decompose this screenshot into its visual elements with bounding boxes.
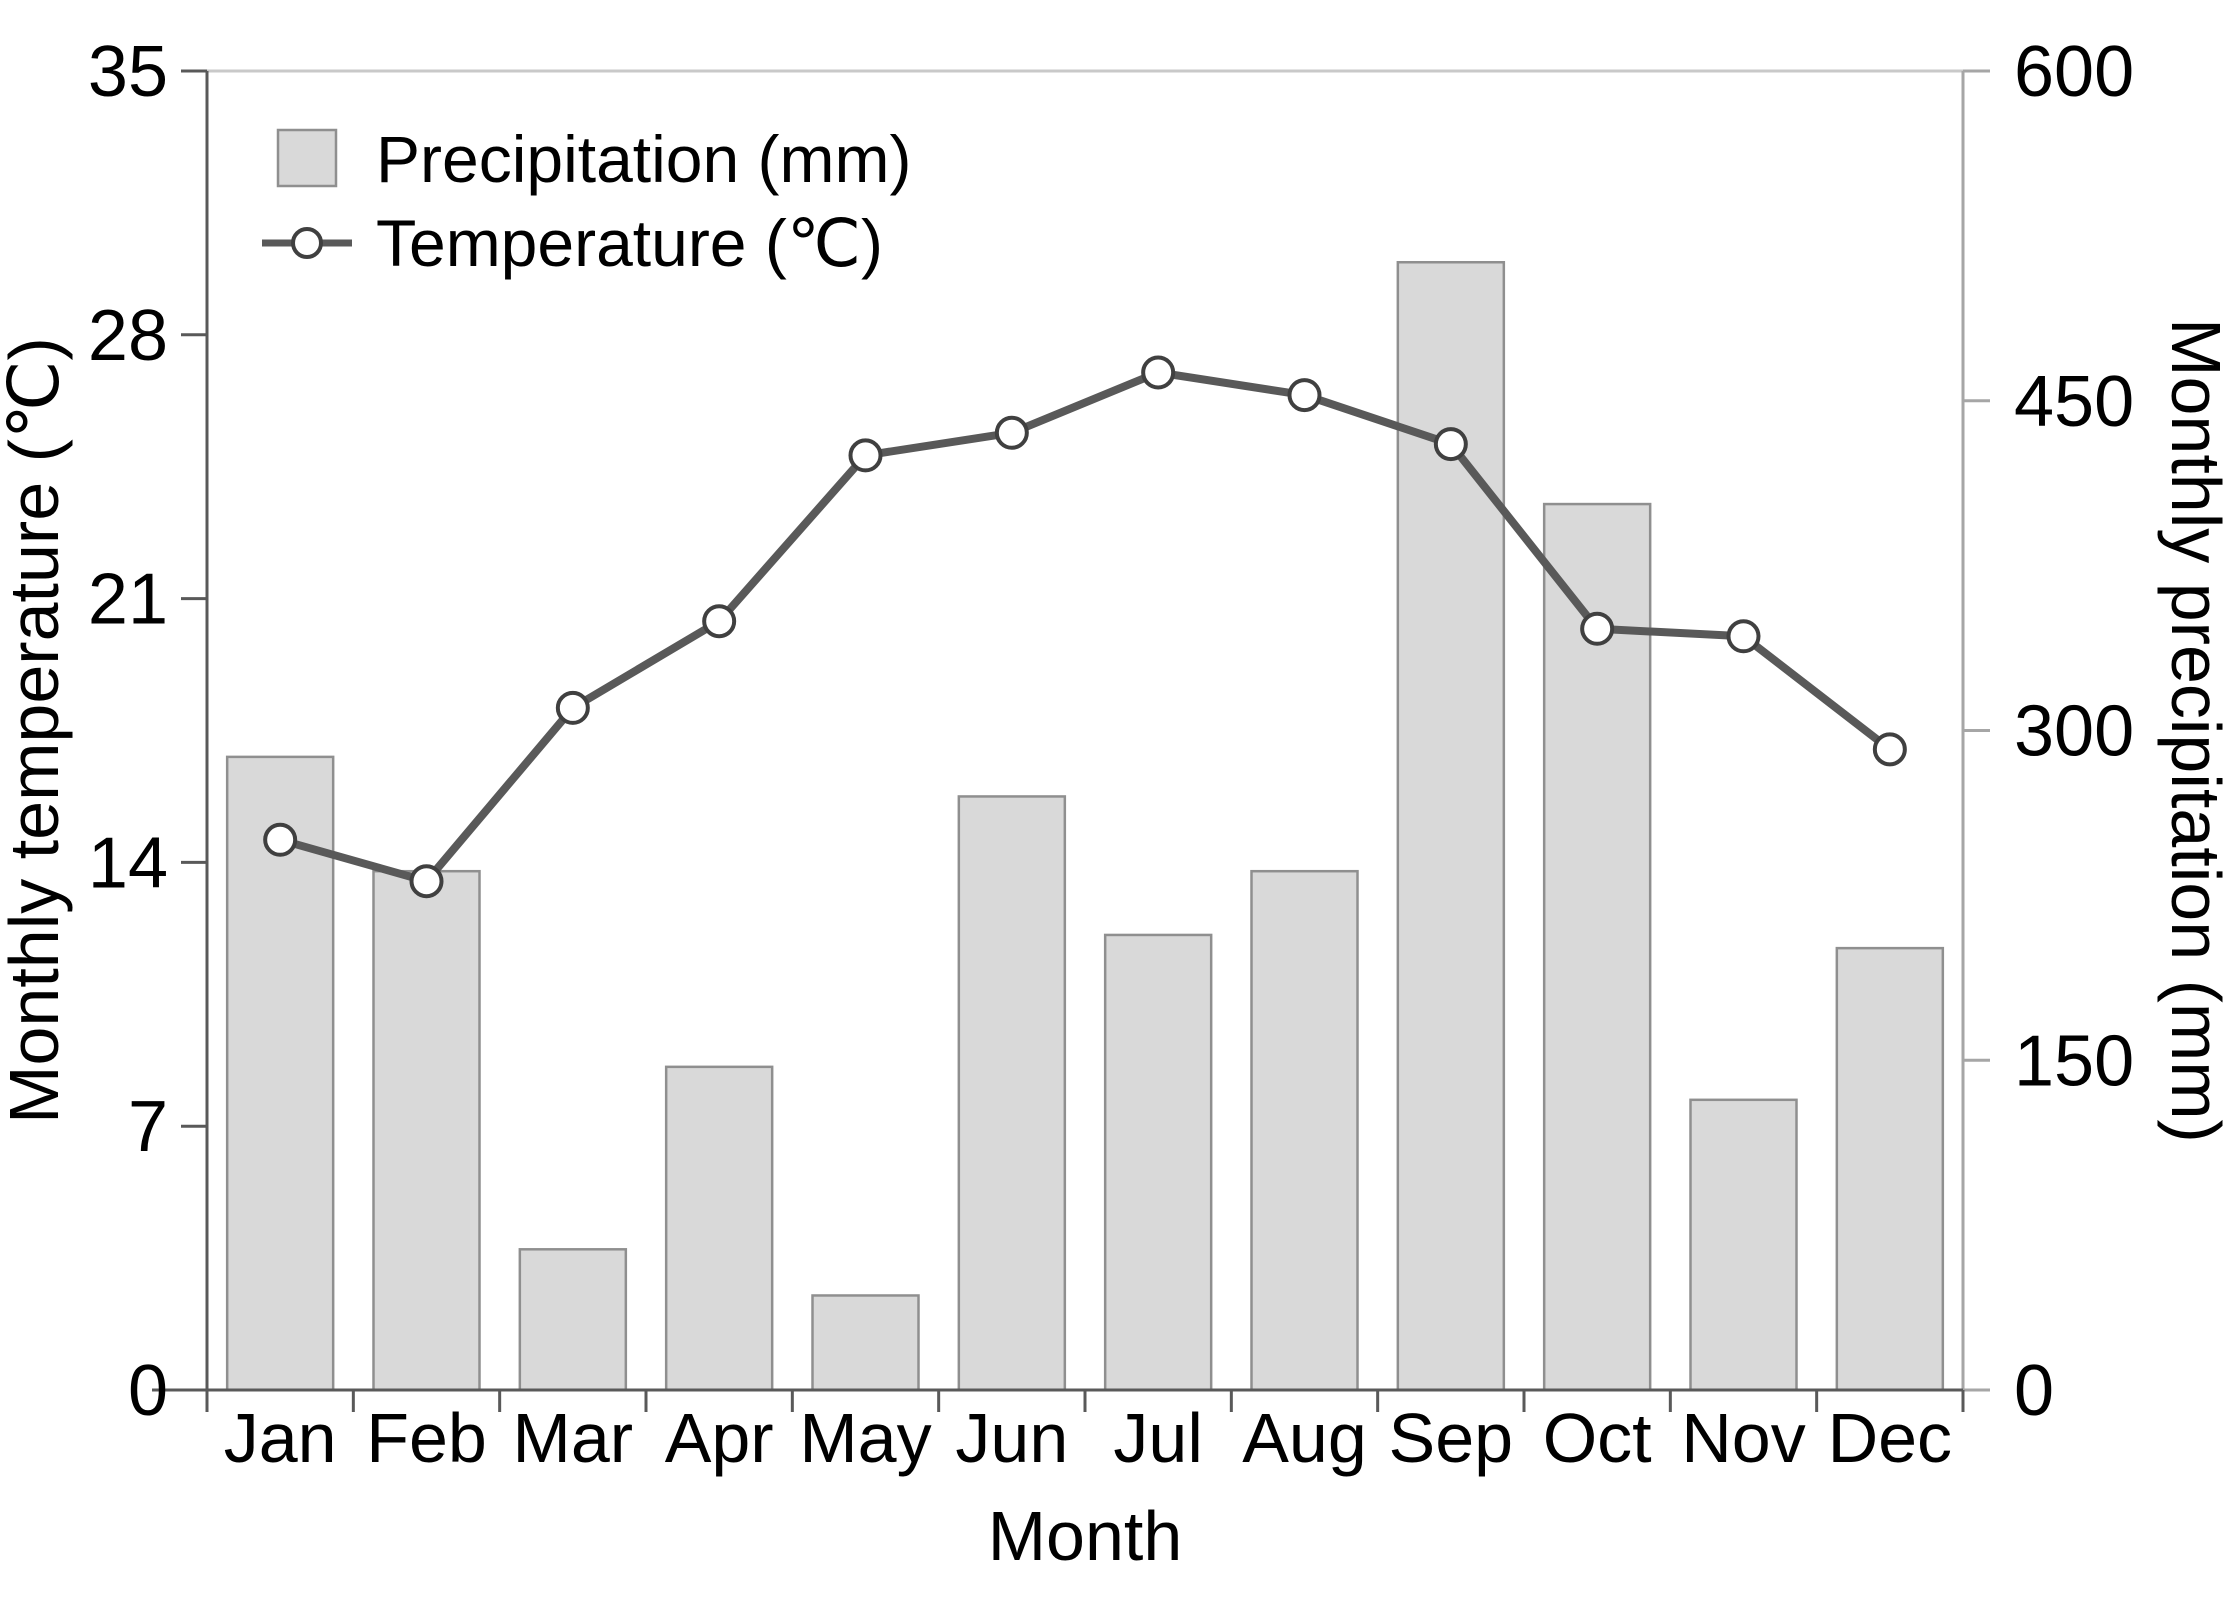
temperature-marker-Dec	[1872, 732, 1907, 767]
month-label-Jul: Jul	[1113, 1399, 1202, 1477]
right-tick-label-0: 0	[2014, 1351, 2054, 1431]
precipitation-bars	[225, 261, 1945, 1392]
left-tick-label-28: 28	[88, 296, 168, 376]
month-label-Sep: Sep	[1389, 1399, 1514, 1477]
temperature-marker-Aug	[1287, 378, 1322, 413]
bar-Jul	[1103, 933, 1213, 1392]
month-label-Feb: Feb	[366, 1399, 487, 1477]
month-label-Mar: Mar	[513, 1399, 634, 1477]
left-tick-label-35: 35	[88, 32, 168, 112]
temperature-marker-Oct	[1580, 611, 1615, 646]
bar-Feb	[372, 869, 481, 1392]
left-tick-label-21: 21	[88, 560, 168, 640]
right-tick-label-300: 300	[2014, 692, 2134, 772]
axis-ticks	[181, 69, 1990, 1412]
legend	[262, 128, 352, 259]
bar-Nov	[1689, 1098, 1798, 1392]
month-label-Apr: Apr	[665, 1399, 774, 1477]
month-label-May: May	[799, 1399, 931, 1477]
temperature-marker-Jan	[263, 822, 298, 857]
temperature-markers	[263, 355, 1907, 899]
legend-precipitation-label: Precipitation (mm)	[376, 122, 911, 196]
x-axis-title: Month	[988, 1497, 1183, 1575]
bar-May	[811, 1294, 920, 1392]
left-tick-label-0: 0	[128, 1351, 168, 1431]
temperature-marker-Sep	[1433, 427, 1468, 462]
temperature-marker-Jun	[994, 415, 1029, 450]
left-tick-label-7: 7	[128, 1087, 168, 1167]
month-label-Jun: Jun	[955, 1399, 1068, 1477]
temperature-marker-May	[848, 438, 883, 473]
right-tick-label-450: 450	[2014, 362, 2134, 442]
temperature-marker-Jul	[1141, 355, 1176, 390]
bar-Apr	[664, 1065, 774, 1392]
left-axis-title: Monthly temperature (℃)	[0, 337, 73, 1124]
right-axis-title: Monthly precipitation (mm)	[2157, 318, 2223, 1143]
month-label-Nov: Nov	[1681, 1399, 1805, 1477]
bar-Mar	[518, 1248, 628, 1392]
right-tick-label-600: 600	[2014, 32, 2134, 112]
right-tick-label-150: 150	[2014, 1021, 2134, 1101]
month-label-Dec: Dec	[1828, 1399, 1952, 1477]
bar-Dec	[1835, 946, 1945, 1392]
bar-Jun	[957, 795, 1067, 1392]
month-label-Jan: Jan	[224, 1399, 337, 1477]
month-label-Aug: Aug	[1242, 1399, 1367, 1477]
legend-precipitation-swatch	[276, 128, 338, 188]
temperature-marker-Apr	[702, 604, 737, 639]
month-label-Oct: Oct	[1543, 1399, 1652, 1477]
legend-temperature-label: Temperature (℃)	[376, 206, 883, 280]
legend-temperature-marker	[291, 227, 323, 259]
bar-Aug	[1250, 869, 1359, 1392]
temperature-marker-Feb	[409, 864, 444, 899]
temperature-marker-Mar	[555, 690, 590, 725]
temperature-line	[276, 368, 1894, 886]
left-tick-label-14: 14	[88, 823, 168, 903]
temperature-marker-Nov	[1726, 619, 1761, 654]
